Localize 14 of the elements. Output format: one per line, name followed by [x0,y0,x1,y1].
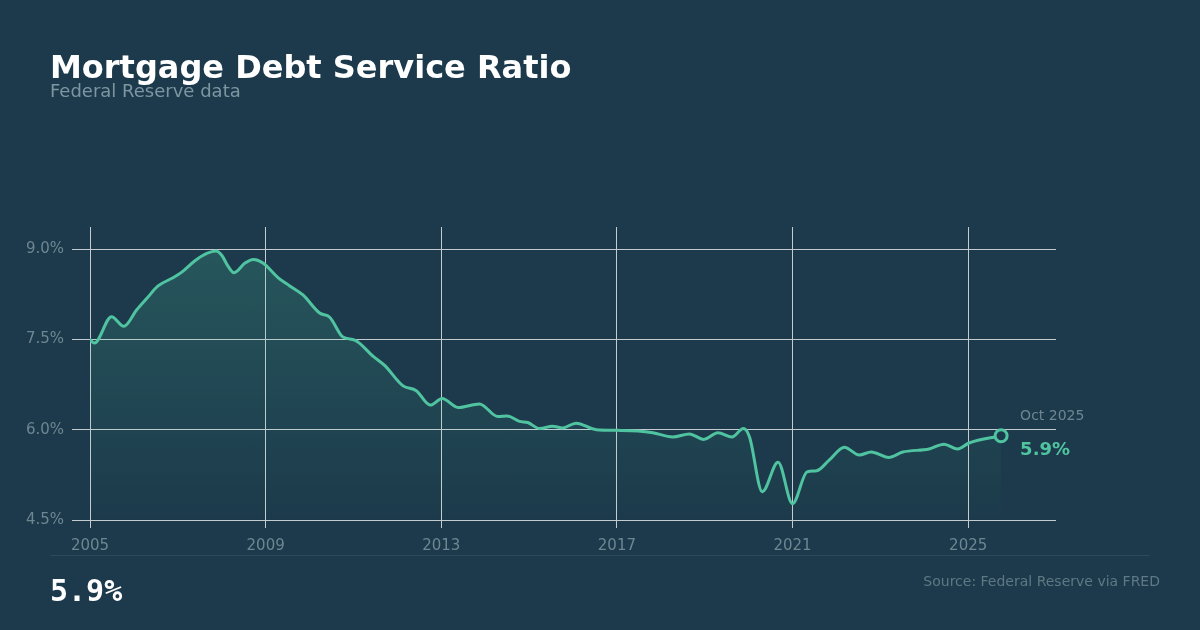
x-tick-label: 2025 [949,535,988,554]
text: 5.9% [50,573,123,608]
x-tick-label: 2021 [773,535,812,554]
x-tick-label: 2013 [422,535,461,554]
y-tick-label: 7.5% [25,329,64,348]
annotation: Oct 2025 [1020,407,1085,424]
x-tick-label: 2017 [597,535,636,554]
annotation: 5.9% [1020,438,1071,460]
x-tick-label: 2005 [70,535,110,554]
source-note: Source: Federal Reserve via FRED [923,573,1160,589]
y-tick-label: 6.0% [25,419,64,438]
y-tick-label: 4.5% [25,509,64,528]
y-tick-label: 9.0% [25,239,64,258]
x-tick-label: 2009 [246,535,285,554]
